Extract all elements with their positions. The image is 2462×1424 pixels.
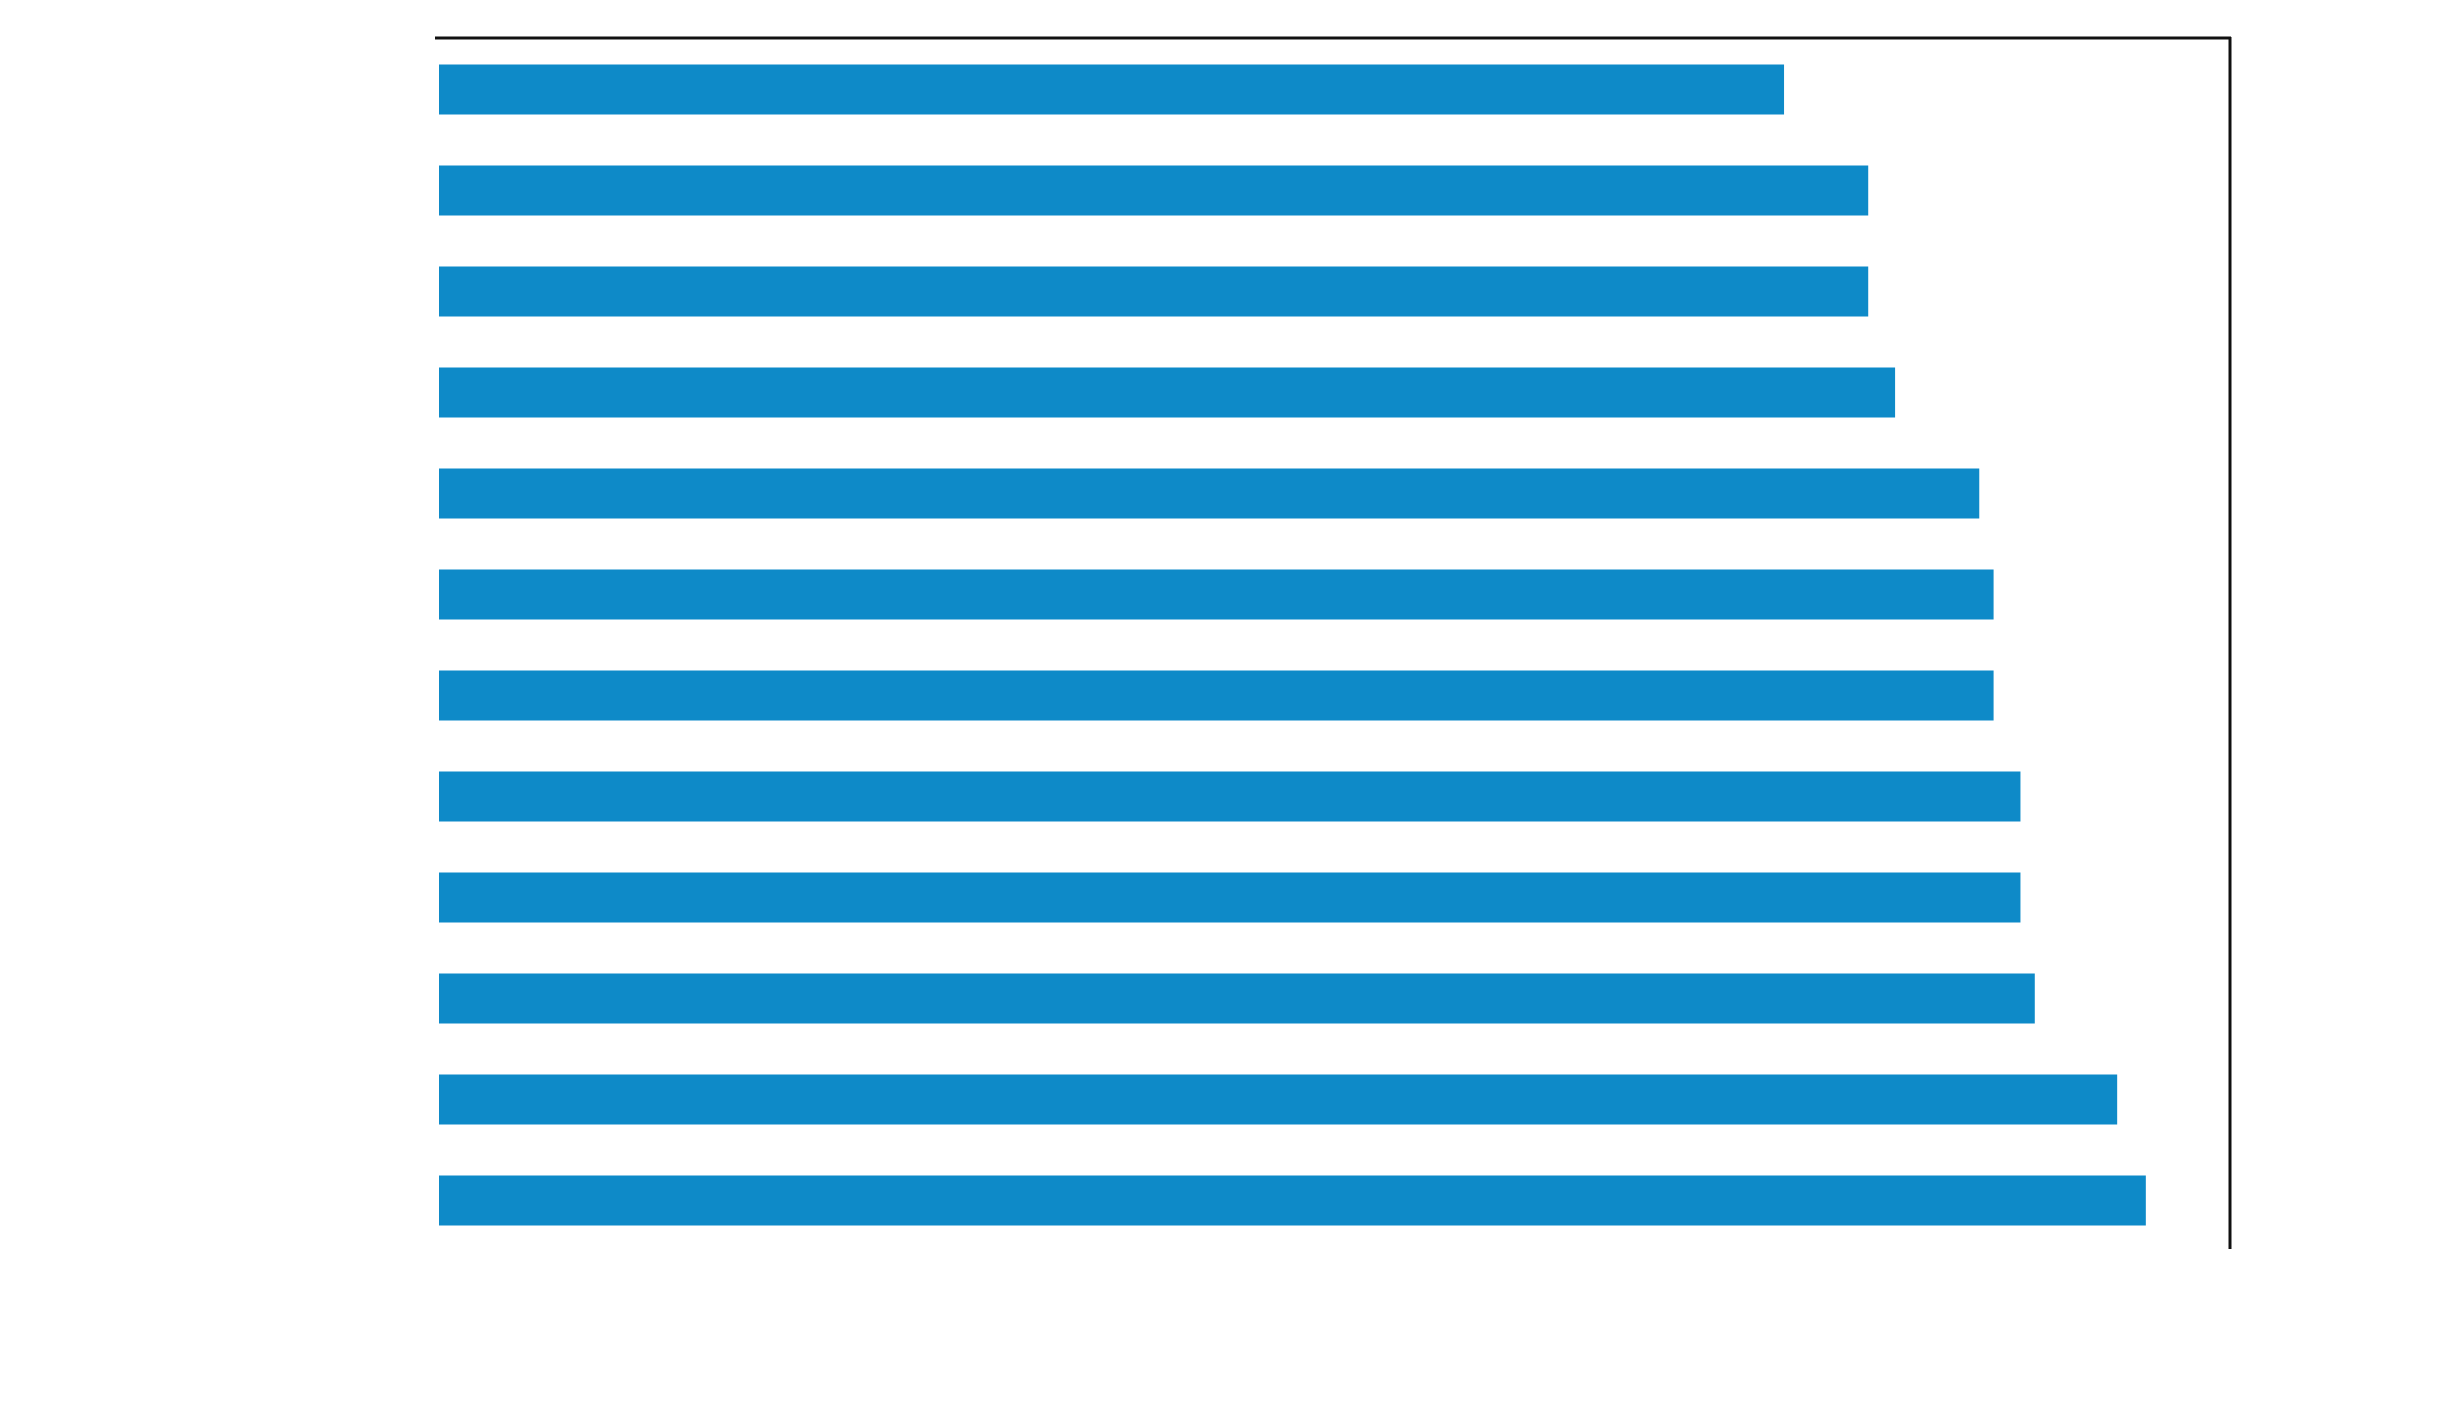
bar xyxy=(439,973,2035,1024)
bar xyxy=(439,64,1785,115)
bar xyxy=(439,367,1896,418)
bar xyxy=(439,468,1980,519)
bar xyxy=(439,266,1869,317)
bar xyxy=(439,670,1994,721)
bar xyxy=(439,1175,2146,1226)
bar xyxy=(439,771,2021,822)
bar xyxy=(439,1074,2118,1125)
bar xyxy=(439,872,2021,923)
bar xyxy=(439,569,1994,620)
bar xyxy=(439,165,1869,216)
